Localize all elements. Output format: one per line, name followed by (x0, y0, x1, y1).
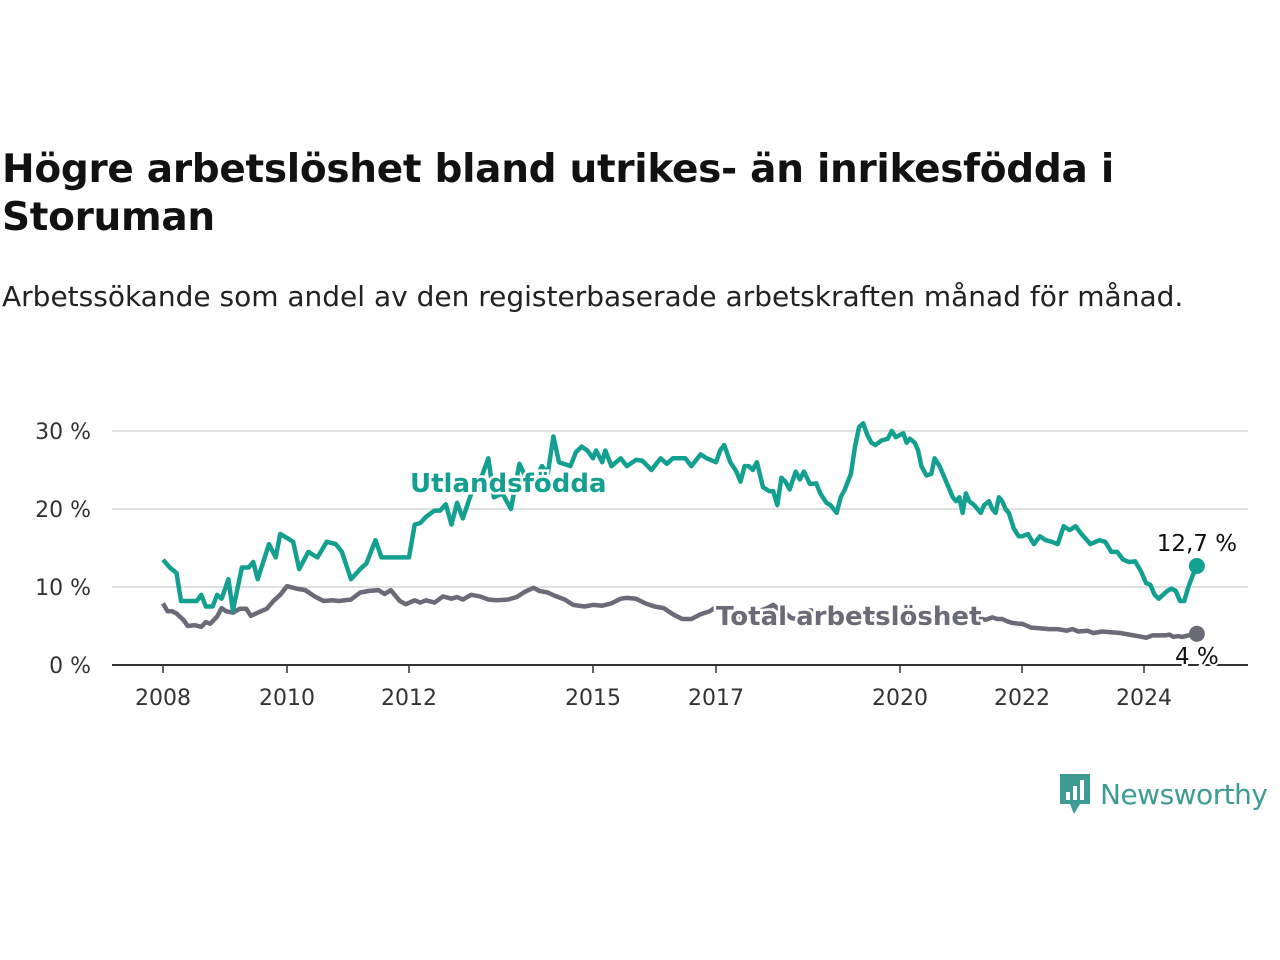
y-tick-label: 20 % (35, 498, 91, 523)
end-label-total: 4 % (1175, 644, 1219, 670)
x-tick-label: 2015 (565, 686, 621, 711)
gridlines (112, 430, 1248, 666)
brand-name: Newsworthy (1100, 777, 1268, 811)
x-tick-label: 2010 (259, 686, 315, 711)
x-tick-label: 2024 (1116, 686, 1172, 711)
series-line-utlandsfodda (161, 420, 1199, 613)
end-label-utlandsfodda: 12,7 % (1157, 531, 1237, 557)
y-tick-label: 10 % (35, 576, 91, 601)
line-chart: 0 % 10 % 20 % 30 % 2008 2010 2012 2015 2017 2020… (35, 420, 1248, 711)
x-tick-label: 2017 (688, 686, 744, 711)
series-lines (161, 420, 1205, 642)
end-point-marker (1188, 557, 1205, 574)
series-labels: Utlandsfödda Total arbetslöshet 12,7 % 4 % (408, 467, 1240, 672)
chart-title: Högre arbetslöshet bland utrikes- än inr… (2, 147, 1114, 240)
y-axis-ticks: 0 % 10 % 20 % 30 % (35, 420, 91, 679)
y-tick-label: 0 % (49, 654, 91, 679)
series-line-total (161, 583, 1198, 640)
series-label-total: Total arbetslöshet (716, 602, 981, 632)
chart-subtitle: Arbetssökande som andel av den registerb… (2, 280, 1184, 313)
x-axis-ticks: 2008 2010 2012 2015 2017 2020 2022 2024 (135, 665, 1172, 711)
newsworthy-logo: Newsworthy (1058, 772, 1268, 816)
series-label-utlandsfodda: Utlandsfödda (410, 469, 607, 499)
end-point-marker (1188, 625, 1205, 642)
y-tick-label: 30 % (35, 420, 91, 445)
x-tick-label: 2008 (135, 686, 191, 711)
x-tick-label: 2012 (381, 686, 437, 711)
x-tick-label: 2020 (872, 686, 928, 711)
newsworthy-logo-icon (1060, 774, 1090, 814)
x-tick-label: 2022 (994, 686, 1050, 711)
